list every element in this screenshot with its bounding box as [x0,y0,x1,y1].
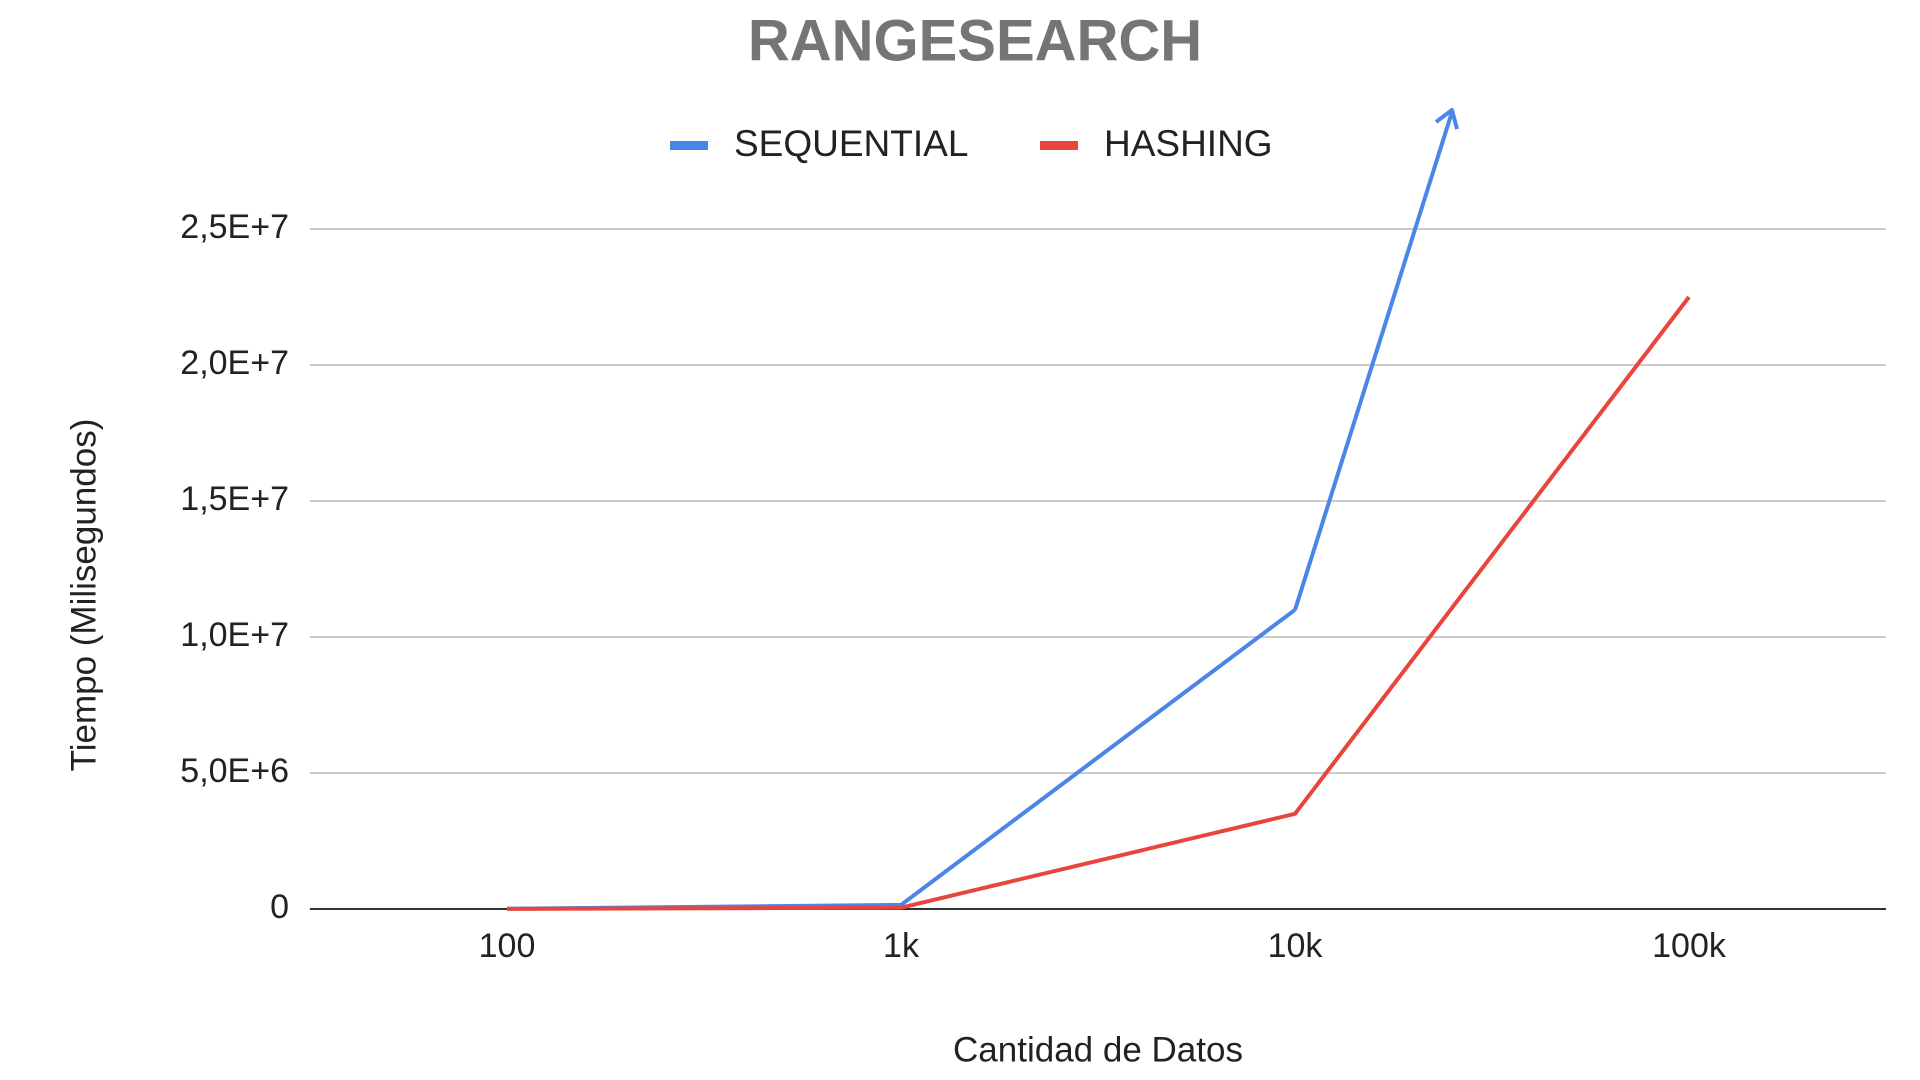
y-tick-label: 1,0E+7 [180,616,289,654]
arrow-head [1434,108,1459,130]
y-tick-label: 5,0E+6 [180,752,289,790]
series-line [506,295,1691,911]
x-axis-title: Cantidad de Datos [953,1030,1243,1069]
y-tick-label: 2,5E+7 [180,208,289,246]
chart-title: RANGESEARCH [748,8,1202,73]
x-tick-label: 1k [883,927,920,965]
x-tick-label: 100 [479,927,536,965]
y-axis-title: Tiempo (Milisegundos) [64,419,103,772]
y-tick-label: 1,5E+7 [180,480,289,518]
grid: 0 5,0E+6 1,0E+7 1,5E+7 2,0E+7 2,5E+7 100 1k 10k 1… [180,208,1886,965]
legend-label: HASHING [1104,123,1273,164]
x-tick-label: 10k [1268,927,1324,965]
y-tick-label: 0 [270,888,289,926]
legend-swatch [670,141,708,150]
y-tick-label: 2,0E+7 [180,344,289,382]
x-tick-label: 100k [1652,927,1727,965]
legend-swatch [1040,141,1078,150]
plot-lines [506,295,1691,911]
legend-label: SEQUENTIAL [734,123,968,164]
off-chart-arrow [1293,111,1454,611]
legend: SEQUENTIAL HASHING [670,123,1273,164]
series-line [506,608,1297,911]
